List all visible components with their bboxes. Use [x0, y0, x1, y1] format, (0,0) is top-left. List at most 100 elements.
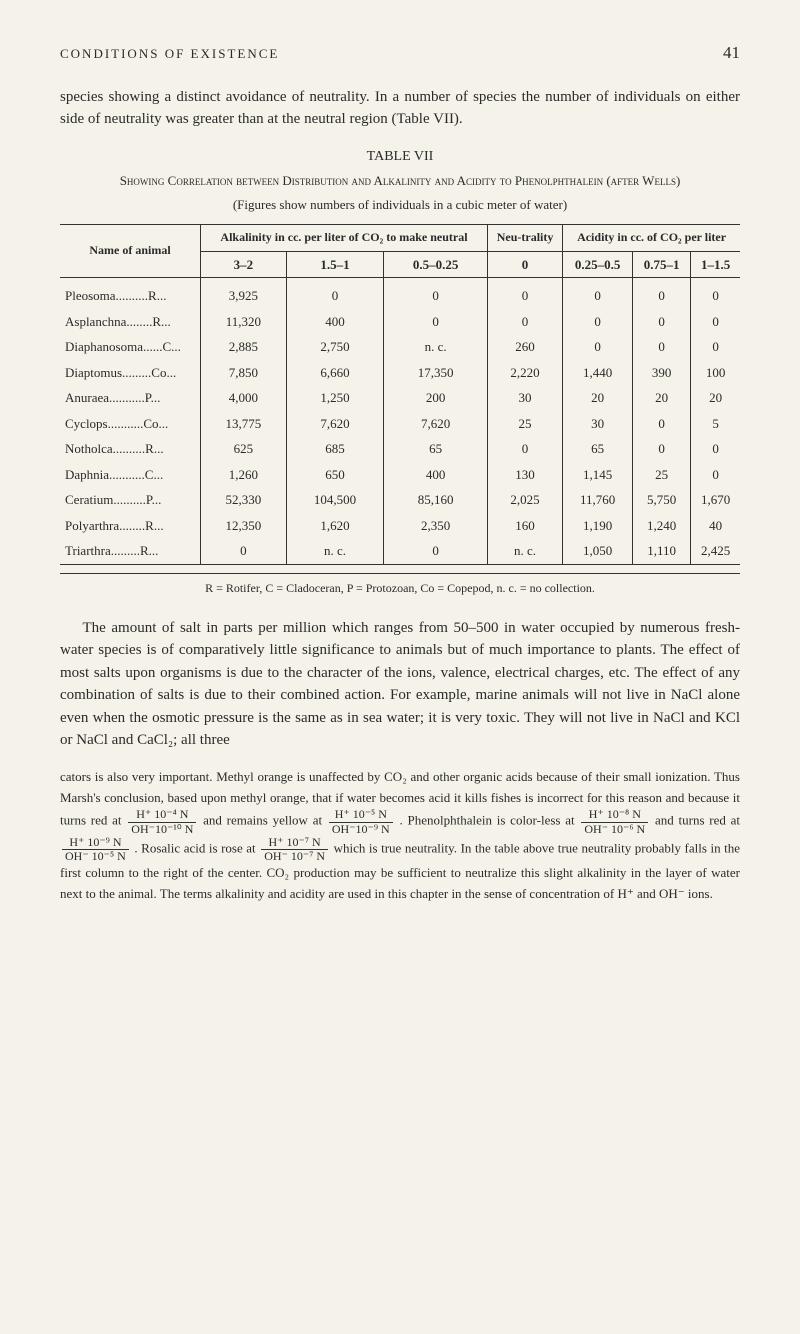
animal-name-cell: Notholca..........R... — [60, 436, 201, 462]
data-cell: 20 — [691, 385, 740, 411]
table-footnote: R = Rotifer, C = Cladoceran, P = Protozo… — [60, 573, 740, 597]
table-row: Asplanchna........R...11,32040000000 — [60, 309, 740, 335]
data-cell: 0 — [286, 278, 384, 309]
data-cell: 1,440 — [563, 360, 633, 386]
col-acidity: Acidity in cc. of CO₂ per liter — [563, 225, 740, 252]
subcol-3: 0 — [487, 251, 562, 278]
data-cell: 0 — [563, 309, 633, 335]
data-cell: 11,760 — [563, 487, 633, 513]
footnote-text-2: and remains yellow at — [203, 813, 322, 828]
data-cell: 650 — [286, 462, 384, 488]
data-cell: 0 — [201, 538, 287, 564]
page-number: 41 — [723, 40, 740, 66]
data-cell: 1,145 — [563, 462, 633, 488]
running-head: CONDITIONS OF EXISTENCE — [60, 44, 279, 64]
data-cell: 0 — [691, 278, 740, 309]
data-cell: 0 — [563, 334, 633, 360]
data-cell: 0 — [384, 538, 488, 564]
subcol-4: 0.25–0.5 — [563, 251, 633, 278]
data-cell: 85,160 — [384, 487, 488, 513]
data-cell: 0 — [633, 334, 691, 360]
data-cell: 2,220 — [487, 360, 562, 386]
fraction-1: H⁺ 10⁻⁴ N OH⁻10⁻¹⁰ N — [128, 808, 196, 835]
paragraph-2: The amount of salt in parts per million … — [60, 617, 740, 752]
data-cell: 0 — [691, 334, 740, 360]
data-cell: 4,000 — [201, 385, 287, 411]
data-cell: 0 — [691, 309, 740, 335]
animal-name-cell: Pleosoma..........R... — [60, 278, 201, 309]
data-cell: 0 — [487, 436, 562, 462]
subcol-6: 1–1.5 — [691, 251, 740, 278]
table-title: Showing Correlation between Distribution… — [60, 172, 740, 190]
data-cell: 1,050 — [563, 538, 633, 564]
animal-name-cell: Polyarthra........R... — [60, 513, 201, 539]
footnote-text-4: and turns red at — [655, 813, 740, 828]
data-cell: 1,620 — [286, 513, 384, 539]
data-cell: 17,350 — [384, 360, 488, 386]
col-name: Name of animal — [60, 225, 201, 278]
paragraph-1: species showing a distinct avoidance of … — [60, 86, 740, 131]
col-alkalinity: Alkalinity in cc. per liter of CO₂ to ma… — [201, 225, 488, 252]
footnote-text-3: . Phenolphthalein is color-less at — [399, 813, 574, 828]
data-cell: 7,620 — [286, 411, 384, 437]
table-row: Ceratium..........P...52,330104,50085,16… — [60, 487, 740, 513]
data-cell: 1,250 — [286, 385, 384, 411]
animal-name-cell: Diaphanosoma......C... — [60, 334, 201, 360]
data-cell: 400 — [286, 309, 384, 335]
subcol-0: 3–2 — [201, 251, 287, 278]
data-cell: 0 — [487, 309, 562, 335]
subcol-5: 0.75–1 — [633, 251, 691, 278]
table-subtitle: (Figures show numbers of individuals in … — [60, 195, 740, 215]
data-cell: 104,500 — [286, 487, 384, 513]
table-row: Triarthra.........R...0n. c.0n. c.1,0501… — [60, 538, 740, 564]
data-cell: 25 — [487, 411, 562, 437]
data-cell: 7,620 — [384, 411, 488, 437]
data-cell: 25 — [633, 462, 691, 488]
data-cell: 1,110 — [633, 538, 691, 564]
animal-name-cell: Anuraea...........P... — [60, 385, 201, 411]
animal-name-cell: Cyclops...........Co... — [60, 411, 201, 437]
data-cell: 6,660 — [286, 360, 384, 386]
data-cell: 20 — [563, 385, 633, 411]
data-cell: 7,850 — [201, 360, 287, 386]
fraction-2: H⁺ 10⁻⁵ N OH⁻10⁻⁹ N — [329, 808, 393, 835]
table-row: Daphnia...........C...1,2606504001301,14… — [60, 462, 740, 488]
animal-name-cell: Diaptomus.........Co... — [60, 360, 201, 386]
data-cell: 3,925 — [201, 278, 287, 309]
table-row: Cyclops...........Co...13,7757,6207,6202… — [60, 411, 740, 437]
table-row: Diaphanosoma......C...2,8852,750n. c.260… — [60, 334, 740, 360]
data-cell: 20 — [633, 385, 691, 411]
animal-name-cell: Daphnia...........C... — [60, 462, 201, 488]
data-cell: 260 — [487, 334, 562, 360]
data-cell: 100 — [691, 360, 740, 386]
data-cell: 160 — [487, 513, 562, 539]
data-cell: n. c. — [286, 538, 384, 564]
footnote-paragraph: cators is also very important. Methyl or… — [60, 767, 740, 905]
data-cell: 2,425 — [691, 538, 740, 564]
data-cell: 52,330 — [201, 487, 287, 513]
data-cell: 1,190 — [563, 513, 633, 539]
table-row: Polyarthra........R...12,3501,6202,35016… — [60, 513, 740, 539]
fraction-4: H⁺ 10⁻⁹ N OH⁻ 10⁻⁵ N — [62, 836, 129, 863]
fraction-5: H⁺ 10⁻⁷ N OH⁻ 10⁻⁷ N — [261, 836, 328, 863]
data-cell: 30 — [487, 385, 562, 411]
table-row: Diaptomus.........Co...7,8506,66017,3502… — [60, 360, 740, 386]
data-cell: 0 — [691, 436, 740, 462]
data-cell: 30 — [563, 411, 633, 437]
data-cell: 2,025 — [487, 487, 562, 513]
data-cell: 685 — [286, 436, 384, 462]
data-cell: 5 — [691, 411, 740, 437]
data-cell: 2,750 — [286, 334, 384, 360]
data-cell: 40 — [691, 513, 740, 539]
table-label: TABLE VII — [60, 146, 740, 167]
data-cell: 1,670 — [691, 487, 740, 513]
col-neutrality: Neu-trality — [487, 225, 562, 252]
fraction-3: H⁺ 10⁻⁸ N OH⁻ 10⁻⁶ N — [581, 808, 648, 835]
data-cell: 0 — [384, 309, 488, 335]
data-table: Name of animal Alkalinity in cc. per lit… — [60, 224, 740, 565]
data-cell: 5,750 — [633, 487, 691, 513]
data-cell: 0 — [691, 462, 740, 488]
data-cell: 625 — [201, 436, 287, 462]
data-cell: 2,350 — [384, 513, 488, 539]
data-cell: 2,885 — [201, 334, 287, 360]
